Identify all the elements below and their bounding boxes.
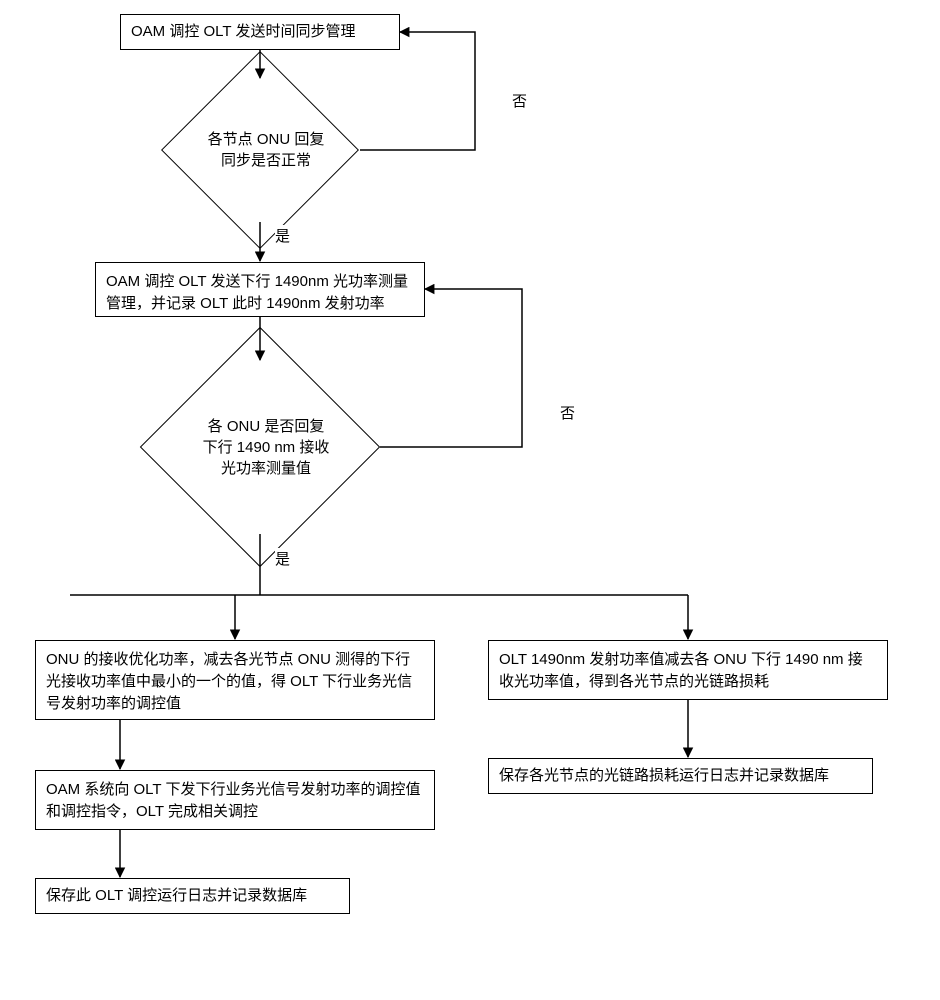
decision-d2-text: 各 ONU 是否回复 下行 1490 nm 接收 光功率测量值 xyxy=(203,416,330,479)
process-right2-text: 保存各光节点的光链路损耗运行日志并记录数据库 xyxy=(499,765,829,787)
label-yes-2: 是 xyxy=(275,548,290,569)
process-left1: ONU 的接收优化功率，减去各光节点 ONU 测得的下行光接收功率值中最小的一个… xyxy=(35,640,435,720)
decision-d1-text: 各节点 ONU 回复 同步是否正常 xyxy=(208,129,325,171)
process-n1-text: OAM 调控 OLT 发送时间同步管理 xyxy=(131,21,355,43)
process-left3-text: 保存此 OLT 调控运行日志并记录数据库 xyxy=(46,885,307,907)
label-no-2: 否 xyxy=(560,402,575,423)
process-right2: 保存各光节点的光链路损耗运行日志并记录数据库 xyxy=(488,758,873,794)
decision-d1-text-wrap: 各节点 ONU 回复 同步是否正常 xyxy=(162,100,370,200)
process-left2-text: OAM 系统向 OLT 下发下行业务光信号发射功率的调控值和调控指令，OLT 完… xyxy=(46,781,420,820)
process-n1: OAM 调控 OLT 发送时间同步管理 xyxy=(120,14,400,50)
label-yes-1: 是 xyxy=(275,225,290,246)
process-right1: OLT 1490nm 发射功率值减去各 ONU 下行 1490 nm 接收光功率… xyxy=(488,640,888,700)
process-n2-text: OAM 调控 OLT 发送下行 1490nm 光功率测量管理，并记录 OLT 此… xyxy=(106,273,408,312)
process-left3: 保存此 OLT 调控运行日志并记录数据库 xyxy=(35,878,350,914)
process-left2: OAM 系统向 OLT 下发下行业务光信号发射功率的调控值和调控指令，OLT 完… xyxy=(35,770,435,830)
process-right1-text: OLT 1490nm 发射功率值减去各 ONU 下行 1490 nm 接收光功率… xyxy=(499,651,863,690)
decision-d2-text-wrap: 各 ONU 是否回复 下行 1490 nm 接收 光功率测量值 xyxy=(150,392,382,502)
flowchart-connectors xyxy=(0,0,940,1000)
process-left1-text: ONU 的接收优化功率，减去各光节点 ONU 测得的下行光接收功率值中最小的一个… xyxy=(46,651,412,712)
process-n2: OAM 调控 OLT 发送下行 1490nm 光功率测量管理，并记录 OLT 此… xyxy=(95,262,425,317)
label-no-1: 否 xyxy=(512,90,527,111)
